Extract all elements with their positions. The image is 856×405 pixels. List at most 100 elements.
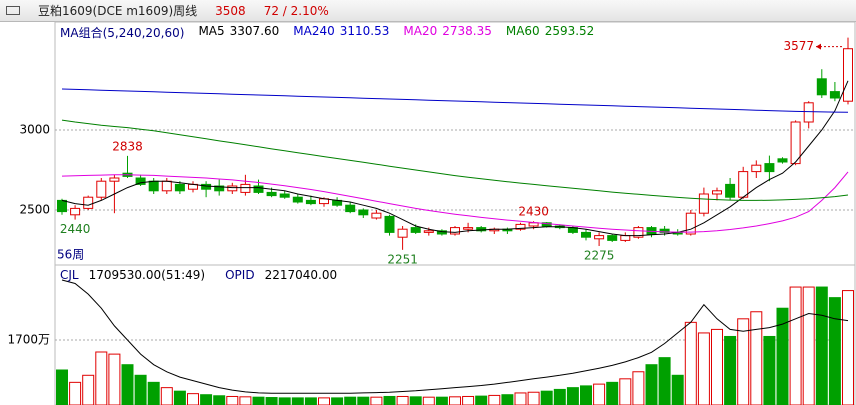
volume-bar (462, 395, 475, 405)
candle-body (450, 227, 460, 235)
volume-bar (187, 393, 199, 405)
volume-bar (619, 378, 632, 405)
volume-bar (95, 351, 108, 405)
candle-body (685, 212, 696, 235)
volume-bar (69, 381, 82, 405)
volume-bar (580, 385, 592, 405)
candle-body (214, 185, 225, 192)
volume-bar (842, 290, 854, 405)
candle-body (358, 209, 369, 216)
volume-bar (540, 390, 553, 405)
volume-bar (750, 311, 763, 405)
candle-body (423, 230, 434, 233)
volume-bar (252, 396, 265, 405)
volume-bar (200, 394, 213, 405)
ma-line (61, 171, 849, 233)
legend-value: 3110.53 (339, 24, 390, 38)
candle-body (698, 193, 709, 214)
volume-bar (82, 374, 95, 405)
candle-body (96, 180, 107, 198)
volume-bar (265, 397, 278, 405)
legend-entry: MA5 3307.60 (198, 24, 279, 41)
candle-body (240, 183, 251, 193)
candle-body (843, 48, 853, 102)
volume-bar (671, 374, 684, 405)
extreme-arrowhead (816, 43, 821, 50)
volume-bar (658, 357, 671, 405)
volume-panel (54, 264, 856, 405)
opid-line (61, 279, 849, 394)
candle-body (594, 235, 605, 240)
candle-body (581, 231, 591, 238)
legend-name: MA240 (293, 24, 335, 38)
y-tick-label: 2500 (19, 203, 50, 217)
volume-bar (566, 387, 579, 405)
volume-bar (711, 328, 723, 405)
ma-line (61, 119, 849, 201)
volume-bar (684, 321, 697, 405)
candle-body (279, 193, 290, 198)
candle-body (109, 177, 120, 182)
volume-bar (776, 307, 789, 405)
candle-body (135, 177, 146, 185)
candle-body (384, 215, 395, 233)
legend-entry: MA60 2593.52 (506, 24, 594, 41)
volume-bar (147, 381, 160, 405)
volume-bar (763, 335, 776, 405)
extreme-label: 3577 (783, 39, 814, 53)
candle-body (410, 227, 421, 233)
volume-bar (697, 332, 710, 405)
candle-body (607, 235, 618, 241)
volume-bars (56, 286, 854, 405)
candle-body (57, 199, 67, 213)
candle-body (161, 180, 172, 192)
volume-bar (160, 387, 173, 405)
extreme-label: 2251 (387, 252, 418, 266)
window-icon (6, 6, 20, 15)
legend-entry: MA240 3110.53 (293, 24, 389, 41)
candle-body (253, 185, 264, 193)
volume-bar (593, 383, 606, 405)
volume-bar (173, 390, 186, 405)
volume-name: CJL (60, 268, 79, 282)
volume-bar (396, 395, 409, 405)
volume-bar (828, 297, 841, 405)
volume-bar (213, 395, 226, 405)
candle-body (436, 230, 447, 235)
volume-bar (815, 286, 828, 405)
volume-bar (724, 335, 737, 405)
candle-body (515, 223, 526, 230)
extreme-label: 2430 (518, 205, 549, 219)
volume-bar (802, 286, 815, 405)
candle-body (227, 185, 238, 192)
ma-line (61, 88, 849, 113)
extreme-label: 2838 (112, 139, 143, 153)
volume-legend: CJL 1709530.00(51:49) OPID 2217040.00 (60, 268, 337, 282)
candle-body (528, 222, 539, 227)
volume-bar (278, 397, 291, 405)
opid-readout: 2217040.00 (264, 268, 338, 282)
extreme-label: 2440 (60, 222, 91, 236)
candle-body (790, 121, 801, 165)
volume-bar (331, 397, 344, 405)
volume-bar (514, 392, 527, 405)
volume-bar (475, 395, 488, 405)
legend-value: 2593.52 (544, 24, 595, 38)
volume-bar (370, 396, 383, 405)
volume-bar (344, 396, 357, 405)
candle-body (803, 102, 814, 123)
candle-body (712, 190, 722, 195)
volume-bar (409, 396, 422, 405)
ma-legend: MA组合(5,240,20,60) MA5 3307.60 MA240 3110.53… (60, 24, 594, 41)
volume-bar (134, 374, 147, 405)
volume-bar (632, 371, 645, 405)
legend-name: MA5 (198, 24, 225, 38)
candle-body (816, 78, 827, 96)
volume-bar (737, 318, 750, 405)
ma-line (61, 80, 849, 237)
candles (57, 37, 853, 250)
volume-bar (226, 395, 239, 405)
y-tick-label: 3000 (19, 123, 50, 137)
